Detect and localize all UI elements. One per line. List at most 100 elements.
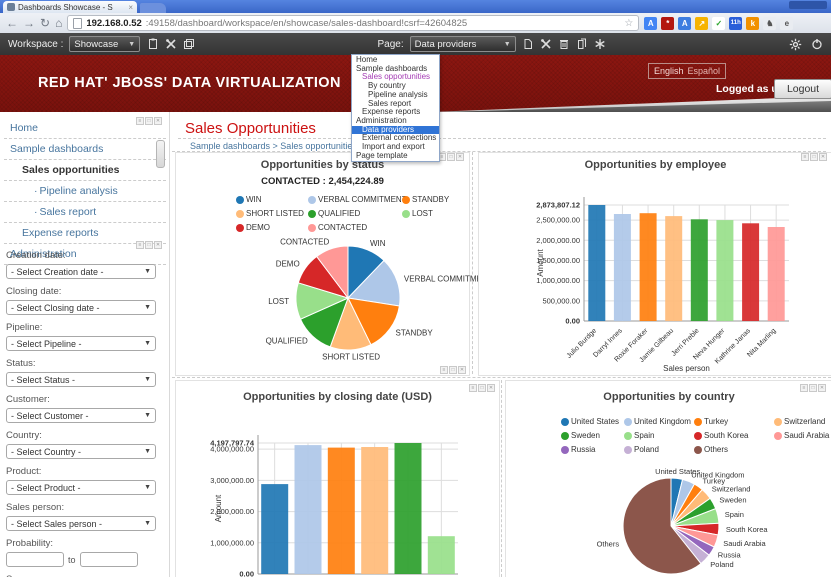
yellow-arrow-icon[interactable]: ↗ [695, 16, 709, 30]
pie-slice-verbal-commitment[interactable] [346, 259, 401, 307]
panel-handle-icon[interactable]: □ [809, 384, 817, 392]
filter-select-sales-person[interactable]: - Select Sales person - ▼ [6, 516, 156, 531]
new-page-icon[interactable] [522, 38, 535, 51]
probability-to-input[interactable] [79, 552, 138, 567]
panel-handle-icon[interactable]: □ [145, 241, 153, 249]
menu-item-sales-report[interactable]: Sales report [368, 98, 412, 108]
tab-close-icon[interactable]: × [128, 2, 133, 12]
trash-icon[interactable] [558, 38, 571, 51]
bar-2015[interactable] [427, 536, 455, 574]
panel-handles[interactable]: ≡ □ ✕ [440, 366, 466, 374]
knight-icon[interactable]: ♞ [763, 16, 777, 30]
panel-handle-icon[interactable]: □ [478, 384, 486, 392]
bar-kathrine-janas[interactable] [742, 223, 760, 321]
pie-slice-others[interactable] [622, 477, 702, 575]
workspace-select[interactable]: Showcase ▼ [69, 36, 141, 52]
menu-item-home[interactable]: Home [356, 55, 378, 64]
menu-item-sales-opportunities[interactable]: Sales opportunities [362, 72, 431, 82]
home-button[interactable]: ⌂ [55, 16, 63, 30]
sidebar-item-sales-report[interactable]: · Sales report [4, 202, 166, 223]
bar-2010[interactable] [261, 484, 289, 574]
panel-handle-icon[interactable]: ≡ [801, 153, 809, 161]
kayako-icon[interactable]: k [746, 16, 760, 30]
sidebar-item-home[interactable]: Home [4, 118, 166, 139]
menu-item-pipeline-analysis[interactable]: Pipeline analysis [368, 89, 428, 99]
bar-2011[interactable] [294, 445, 322, 574]
red-asterisk-icon[interactable]: * [661, 16, 675, 30]
panel-handle-icon[interactable]: ✕ [154, 117, 162, 125]
clipboard-icon[interactable] [146, 38, 159, 51]
filter-select-product[interactable]: - Select Product - ▼ [6, 480, 156, 495]
bar-2014[interactable] [394, 443, 422, 574]
tools-icon[interactable] [164, 38, 177, 51]
calendar-11h-icon[interactable]: 11h [729, 16, 743, 30]
panel-handle-icon[interactable]: ✕ [818, 384, 826, 392]
forward-button[interactable]: → [23, 16, 35, 30]
bar-darryl-innes[interactable] [613, 214, 631, 321]
duplicate-icon[interactable] [182, 38, 195, 51]
pie-slice-standby[interactable] [347, 297, 400, 346]
panel-handle-icon[interactable]: ✕ [456, 153, 464, 161]
bar-jamie-gilbeau[interactable] [665, 216, 683, 321]
menu-item-expense-reports[interactable]: Expense reports [362, 107, 421, 117]
page-select[interactable]: Data providers ▼ [409, 36, 516, 52]
refresh-button[interactable]: ↻ [40, 16, 51, 30]
panel-handle-icon[interactable]: ≡ [136, 241, 144, 249]
sidebar-item-pipeline-analysis[interactable]: · Pipeline analysis [4, 181, 166, 202]
tools-icon[interactable] [540, 38, 553, 51]
panel-handle-icon[interactable]: ≡ [440, 366, 448, 374]
panel-handle-icon[interactable]: □ [447, 153, 455, 161]
panel-handles[interactable]: ≡ □ ✕ [801, 153, 827, 161]
green-check-icon[interactable]: ✓ [712, 16, 726, 30]
panel-handle-icon[interactable]: □ [449, 366, 457, 374]
panel-handle-icon[interactable]: ≡ [136, 117, 144, 125]
filter-select-creation-date[interactable]: - Select Creation date - ▼ [6, 264, 156, 279]
panel-handle-icon[interactable]: ✕ [458, 366, 466, 374]
menu-item-page-template[interactable]: Page template [356, 150, 408, 160]
panel-handle-icon[interactable]: ✕ [154, 241, 162, 249]
filter-select-customer[interactable]: - Select Customer - ▼ [6, 408, 156, 423]
menu-item-import-and-export[interactable]: Import and export [362, 142, 425, 152]
menu-item-administration[interactable]: Administration [356, 115, 407, 125]
translate-alt-icon[interactable]: A [678, 16, 692, 30]
url-bar[interactable]: 192.168.0.52 :49158/dashboard/workspace/… [67, 15, 640, 31]
evernote-icon[interactable]: e [780, 16, 794, 30]
filter-select-closing-date[interactable]: - Select Closing date - ▼ [6, 300, 156, 315]
browser-tab[interactable]: Dashboards Showcase - S × [3, 1, 137, 13]
translate-icon[interactable]: A [644, 16, 658, 30]
copy-page-icon[interactable] [576, 38, 589, 51]
bar-neva-hunger[interactable] [716, 220, 734, 321]
panel-handle-icon[interactable]: ≡ [800, 384, 808, 392]
menu-item-external-connections[interactable]: External connections [362, 133, 437, 143]
panel-handle-icon[interactable]: ✕ [819, 153, 827, 161]
sidebar-scrollbar[interactable] [156, 140, 165, 168]
bar-roxie-foraker[interactable] [639, 213, 657, 321]
panel-handle-icon[interactable]: □ [145, 117, 153, 125]
menu-item-sample-dashboards[interactable]: Sample dashboards [356, 63, 428, 73]
bar-jerri-preble[interactable] [690, 219, 708, 321]
power-icon[interactable] [810, 38, 823, 51]
filter-select-status[interactable]: - Select Status - ▼ [6, 372, 156, 387]
filter-select-pipeline[interactable]: - Select Pipeline - ▼ [6, 336, 156, 351]
sidebar-item-expense-reports[interactable]: Expense reports [4, 223, 166, 244]
probability-from-input[interactable] [6, 552, 64, 567]
sidebar-item-sales-opportunities[interactable]: Sales opportunities [4, 160, 166, 181]
panel-handles[interactable]: ≡ □ ✕ [438, 153, 464, 161]
filter-select-country[interactable]: - Select Country - ▼ [6, 444, 156, 459]
menu-item-data-providers[interactable]: Data providers [352, 125, 439, 135]
panel-handles[interactable]: ≡ □ ✕ [136, 117, 162, 125]
sidebar-item-sample-dashboards[interactable]: Sample dashboards [4, 139, 166, 160]
bar-2012[interactable] [327, 447, 355, 574]
language-selector[interactable]: English Español [648, 63, 726, 79]
window-controls[interactable] [789, 1, 827, 9]
bar-julio-burdge[interactable] [588, 205, 606, 321]
logout-button[interactable]: Logout [774, 79, 831, 99]
bookmark-star-icon[interactable]: ☆ [624, 17, 634, 29]
back-button[interactable]: ← [6, 16, 18, 30]
panel-handle-icon[interactable]: ≡ [469, 384, 477, 392]
new-tab-button[interactable] [140, 3, 166, 13]
bar-nita-marling[interactable] [767, 227, 785, 321]
bar-2013[interactable] [361, 447, 389, 574]
panel-handles[interactable]: ≡ □ ✕ [800, 384, 826, 392]
panel-handle-icon[interactable]: ✕ [487, 384, 495, 392]
